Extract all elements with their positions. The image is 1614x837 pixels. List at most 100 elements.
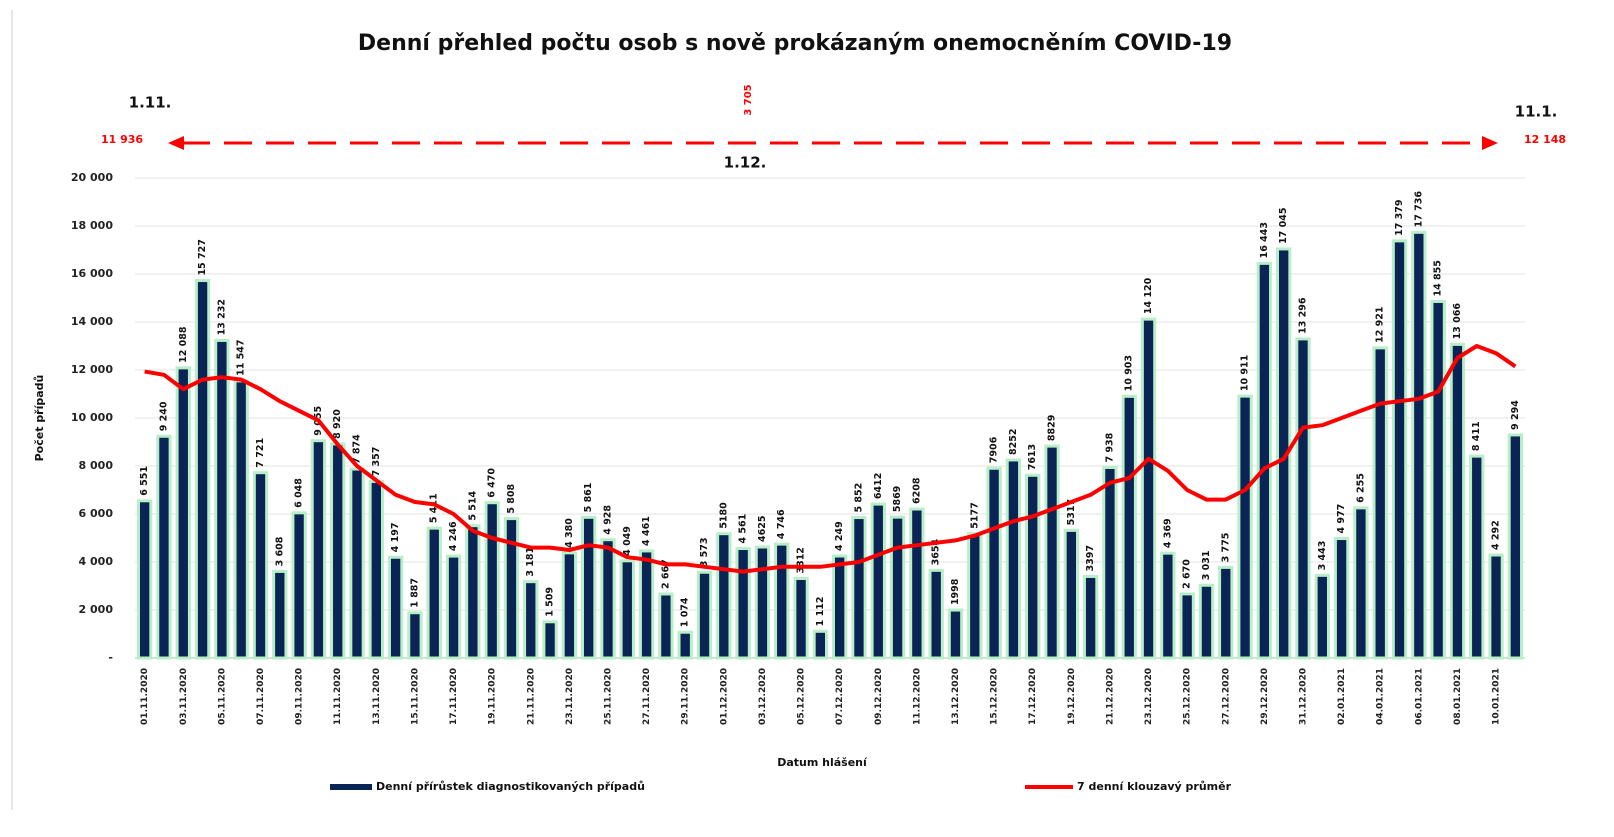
- value-label: 4 292: [1491, 520, 1502, 550]
- value-label: 9 294: [1510, 400, 1521, 430]
- bar: [272, 569, 288, 660]
- value-label: 5 852: [853, 483, 864, 513]
- bar: [851, 516, 867, 660]
- value-label: 17 379: [1394, 200, 1405, 236]
- value-label: 3 181: [525, 547, 536, 577]
- value-label: 4 746: [776, 509, 787, 539]
- x-tick-label: 19.11.2020: [488, 668, 498, 725]
- value-label: 4 461: [641, 516, 652, 546]
- value-label: 3 775: [1220, 533, 1231, 563]
- bar: [696, 570, 713, 660]
- bar: [1082, 574, 1099, 660]
- bar: [1140, 317, 1157, 660]
- bar: [735, 547, 751, 660]
- value-label: 17 736: [1413, 191, 1424, 228]
- x-tick-label: 27.11.2020: [642, 668, 652, 725]
- x-tick-label: 31.12.2020: [1298, 668, 1308, 725]
- value-label: 4 977: [1336, 504, 1347, 534]
- value-label: 5177: [969, 502, 980, 528]
- y-tick-label: 10 000: [71, 411, 113, 424]
- bar: [600, 538, 616, 660]
- bar: [445, 554, 462, 660]
- value-label: 4 049: [622, 526, 633, 556]
- bar: [214, 338, 230, 660]
- bar: [1488, 553, 1504, 660]
- y-axis-label: Počet případů: [33, 375, 46, 462]
- annotation: 12 148: [1524, 133, 1566, 146]
- bar: [1314, 573, 1330, 660]
- bar: [1391, 239, 1408, 660]
- bar: [407, 611, 423, 660]
- bar: [581, 515, 597, 660]
- y-tick-label: 2 000: [79, 603, 114, 616]
- bar: [1218, 565, 1234, 660]
- arrow-head: [1482, 136, 1498, 150]
- annotation: 11.1.: [1515, 103, 1558, 121]
- value-label: 13 232: [216, 299, 227, 335]
- value-label: 16 443: [1259, 222, 1270, 258]
- bar: [1353, 506, 1369, 660]
- value-label: 1 074: [680, 597, 691, 627]
- x-tick-label: 29.12.2020: [1260, 668, 1270, 725]
- value-label: 4 561: [738, 514, 749, 544]
- legend-label: 7 denní klouzavý průměr: [1077, 780, 1232, 793]
- bar: [928, 568, 944, 660]
- x-tick-label: 25.12.2020: [1183, 668, 1193, 725]
- bar: [986, 466, 1002, 660]
- value-label: 10 911: [1240, 355, 1251, 391]
- bar: [387, 555, 404, 660]
- value-label: 8829: [1047, 415, 1058, 441]
- value-label: 3 608: [274, 536, 285, 566]
- bar: [1025, 473, 1041, 660]
- value-label: 3 573: [699, 537, 710, 567]
- bar: [870, 502, 886, 660]
- value-label: 2 670: [1182, 559, 1193, 589]
- bar: [1198, 583, 1215, 660]
- bar: [1005, 458, 1022, 660]
- x-tick-label: 03.11.2020: [179, 668, 189, 725]
- x-tick-label: 04.01.2021: [1376, 668, 1386, 725]
- value-label: 7 874: [352, 434, 363, 464]
- value-label: 4 249: [834, 521, 845, 551]
- value-label: 5317: [1066, 499, 1077, 525]
- bar: [889, 515, 906, 660]
- bar: [831, 554, 848, 660]
- value-label: 6208: [911, 477, 922, 504]
- x-tick-label: 01.11.2020: [140, 668, 150, 725]
- value-label: 4 197: [390, 523, 401, 553]
- value-label: 7906: [989, 436, 1000, 463]
- value-label: 6 255: [1355, 473, 1366, 503]
- bar: [1430, 299, 1446, 660]
- value-label: 12 088: [178, 326, 189, 363]
- value-label: 5869: [892, 486, 903, 512]
- value-label: 7613: [1027, 444, 1038, 470]
- value-label: 4 380: [564, 518, 575, 548]
- bar: [426, 526, 442, 660]
- x-tick-label: 23.12.2020: [1144, 668, 1154, 725]
- bar: [1372, 346, 1388, 660]
- x-tick-label: 09.12.2020: [874, 668, 884, 725]
- y-tick-label: -: [108, 651, 113, 664]
- value-label: 5180: [718, 502, 729, 529]
- value-label: 8 411: [1471, 421, 1482, 451]
- bar: [503, 517, 520, 660]
- value-label: 3312: [796, 547, 807, 573]
- annotation: 1.12.: [724, 154, 767, 172]
- value-label: 7 938: [1104, 432, 1115, 462]
- x-tick-label: 15.11.2020: [410, 668, 420, 725]
- value-label: 14 855: [1433, 260, 1444, 296]
- value-label: 8252: [1008, 428, 1019, 454]
- annotation: 11 936: [101, 133, 143, 146]
- y-tick-label: 16 000: [71, 267, 113, 280]
- value-label: 13 066: [1452, 303, 1463, 340]
- value-label: 6 551: [139, 466, 150, 496]
- value-label: 5 861: [583, 483, 594, 513]
- value-label: 1 112: [815, 597, 826, 627]
- bar: [233, 379, 249, 660]
- x-tick-label: 21.11.2020: [526, 668, 536, 725]
- x-tick-label: 06.01.2021: [1414, 668, 1424, 725]
- x-tick-label: 13.12.2020: [951, 668, 961, 725]
- value-label: 3397: [1085, 545, 1096, 571]
- bar: [1333, 537, 1350, 660]
- bar: [1469, 454, 1485, 660]
